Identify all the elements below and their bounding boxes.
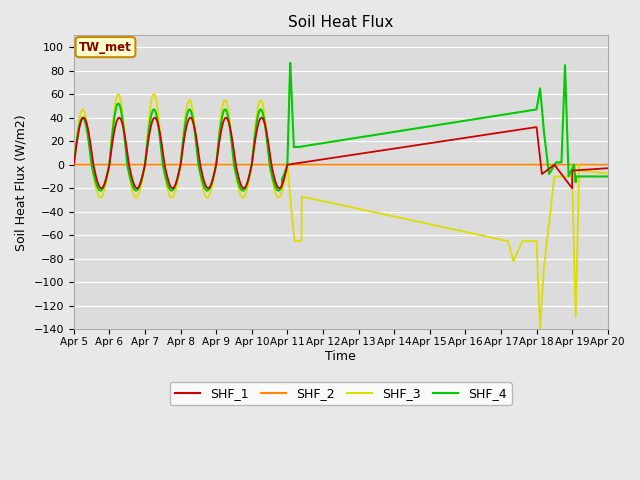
X-axis label: Time: Time — [325, 350, 356, 363]
Legend: SHF_1, SHF_2, SHF_3, SHF_4: SHF_1, SHF_2, SHF_3, SHF_4 — [170, 383, 512, 406]
Title: Soil Heat Flux: Soil Heat Flux — [288, 15, 394, 30]
Text: TW_met: TW_met — [79, 41, 132, 54]
Y-axis label: Soil Heat Flux (W/m2): Soil Heat Flux (W/m2) — [15, 114, 28, 251]
